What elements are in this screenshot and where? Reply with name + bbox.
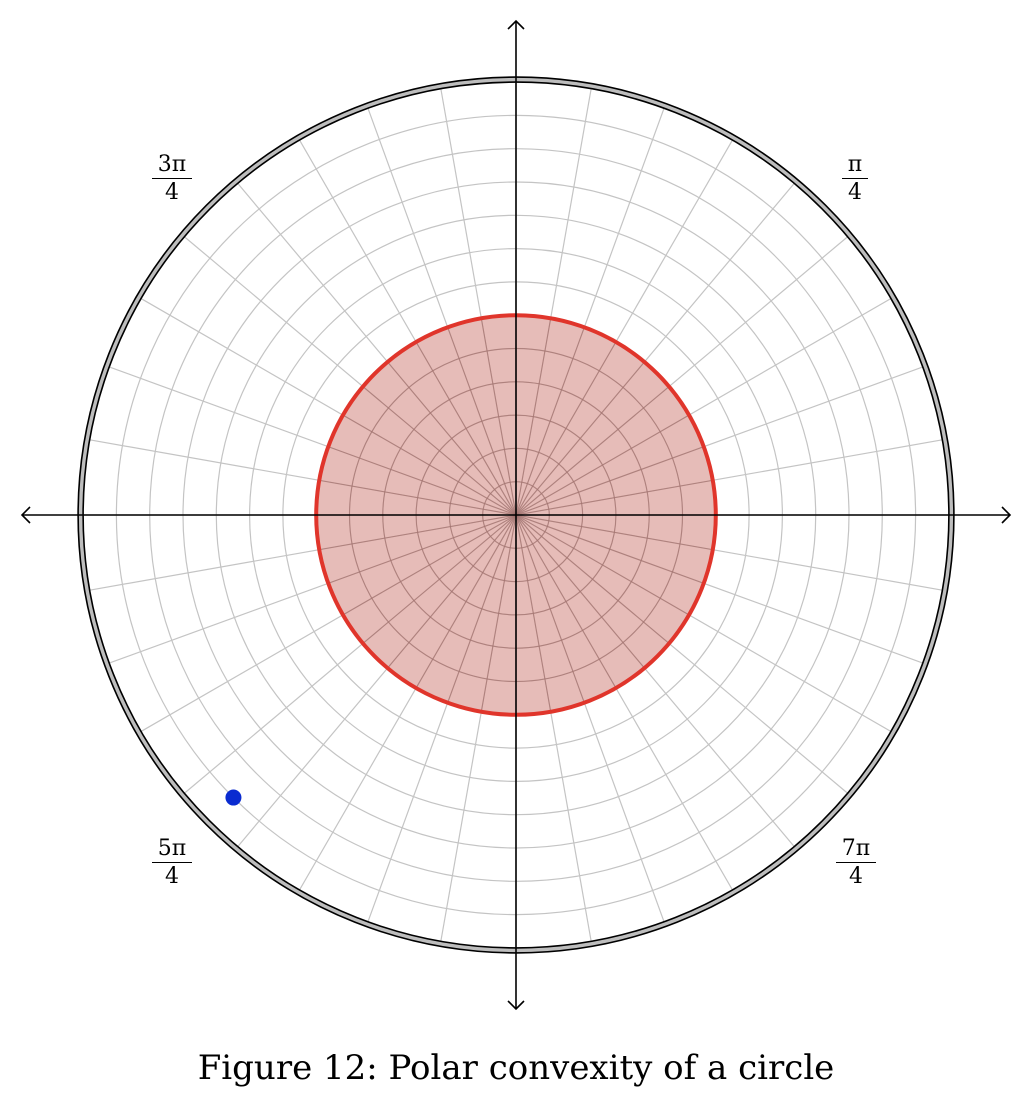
grid-spoke-inside [319, 479, 517, 516]
grid-spoke-inside [342, 514, 517, 616]
grid-spoke-inside [342, 414, 517, 516]
grid-spoke-inside [447, 514, 517, 703]
angle-label-5pi-over-4: 5π 4 [142, 838, 202, 888]
grid-spoke-inside [515, 341, 617, 516]
grid-spoke-inside [480, 318, 517, 516]
grid-spoke-inside [515, 327, 585, 516]
grid-spoke-inside [515, 414, 690, 516]
angle-label-numerator: 5π [151, 838, 193, 863]
grid-spoke-inside [362, 514, 517, 644]
grid-spoke-inside [515, 361, 645, 516]
grid-spoke-inside [447, 327, 517, 516]
angle-label-denominator: 4 [165, 864, 179, 889]
angle-label-denominator: 4 [848, 180, 862, 205]
arrow-left-icon [20, 506, 31, 524]
grid-spoke-inside [515, 386, 670, 516]
angle-label-numerator: 7π [835, 838, 877, 863]
angle-label-7pi-over-4: 7π 4 [826, 838, 886, 888]
grid-spoke-inside [362, 386, 517, 516]
grid-spoke-inside [515, 514, 552, 712]
angle-label-pi-over-4: π 4 [825, 154, 885, 204]
grid-spoke-inside [515, 479, 713, 516]
grid-spoke-inside [515, 446, 704, 516]
grid-spoke-inside [515, 514, 585, 703]
grid-spoke-inside [387, 514, 517, 669]
grid-spoke-inside [515, 514, 617, 689]
grid-spoke-inside [515, 514, 645, 669]
grid-spoke-inside [515, 514, 704, 584]
arrow-down-icon [507, 1000, 525, 1011]
grid-spoke-inside [387, 361, 517, 516]
angle-label-numerator: π [841, 154, 869, 179]
angle-label-denominator: 4 [165, 180, 179, 205]
grid-spoke-inside [515, 514, 690, 616]
grid-spoke-inside [515, 514, 670, 644]
figure-caption: Figure 12: Polar convexity of a circle [197, 1048, 835, 1088]
grid-spoke-inside [328, 514, 517, 584]
grid-spoke-inside [480, 514, 517, 712]
grid-spoke-inside [415, 341, 517, 516]
arrow-right-icon [1001, 506, 1012, 524]
grid-spoke-inside [328, 446, 517, 516]
grid-spoke-inside [515, 318, 552, 516]
grid-spoke-inside [515, 514, 713, 551]
coordinate-axes [20, 19, 1012, 1011]
angle-label-3pi-over-4: 3π 4 [142, 154, 202, 204]
grid-spoke-inside [319, 514, 517, 551]
arrow-up-icon [507, 19, 525, 30]
angle-label-numerator: 3π [151, 154, 193, 179]
sample-point [225, 789, 242, 806]
polar-diagram [20, 19, 1012, 1011]
grid-spoke-inside [415, 514, 517, 689]
angle-label-denominator: 4 [849, 864, 863, 889]
